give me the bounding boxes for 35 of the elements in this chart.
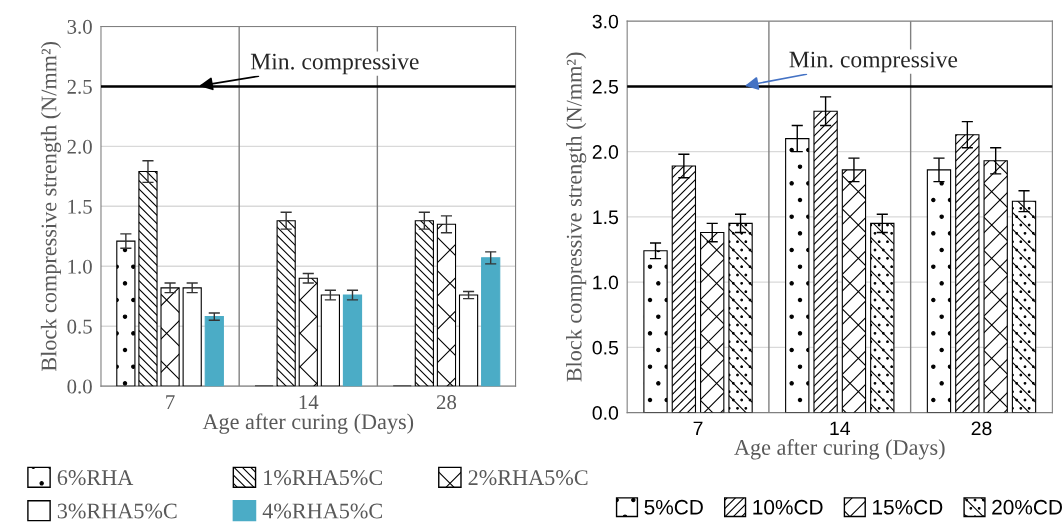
legend-label: 10%CD (753, 499, 823, 515)
x-axis-title: Age after curing (Days) (734, 439, 945, 460)
x-tick-label: 14 (830, 421, 851, 436)
y-tick-label: 1.0 (68, 259, 92, 274)
legend-label: 2%RHA5%C (468, 470, 588, 486)
x-tick-label: 28 (436, 395, 457, 410)
legend-label: 20%CD (992, 499, 1062, 515)
legend-label: 15%CD (873, 499, 943, 515)
y-tick-label: 0.0 (592, 406, 619, 420)
ref-line-label: Min. compressive (789, 51, 958, 73)
legend-label: 4%RHA5%C (262, 503, 382, 519)
x-tick-label: 14 (299, 395, 319, 409)
y-tick-label: 1.5 (68, 199, 92, 214)
legend-label: 3%RHA5%C (57, 503, 177, 519)
y-tick-label: 3.0 (67, 19, 92, 34)
legend-label: 5%CD (644, 499, 703, 515)
y-axis-title: Block compressive strength (N/mm²) (40, 41, 62, 372)
x-tick-label: 7 (166, 395, 175, 409)
y-tick-label: 0.0 (67, 379, 92, 394)
y-tick-label: 0.5 (67, 319, 92, 334)
legend-label: 6%RHA (57, 470, 134, 486)
legend-label: 1%RHA5%C (264, 470, 382, 486)
x-tick-label: 28 (971, 421, 992, 436)
y-tick-label: 2.5 (67, 79, 92, 94)
ref-line-label: Min. compressive (250, 53, 419, 75)
y-tick-label: 1.5 (593, 210, 619, 225)
y-axis-title: Block compressive strength (N/mm²) (566, 52, 587, 382)
x-axis-title: Age after curing (Days) (202, 413, 414, 434)
y-tick-label: 2.0 (67, 139, 92, 154)
y-tick-label: 0.5 (592, 340, 619, 355)
y-tick-label: 1.0 (593, 275, 619, 290)
y-tick-label: 2.0 (592, 145, 619, 159)
x-tick-label: 7 (693, 421, 703, 436)
y-tick-label: 2.5 (592, 79, 619, 94)
y-tick-label: 3.0 (592, 14, 619, 29)
